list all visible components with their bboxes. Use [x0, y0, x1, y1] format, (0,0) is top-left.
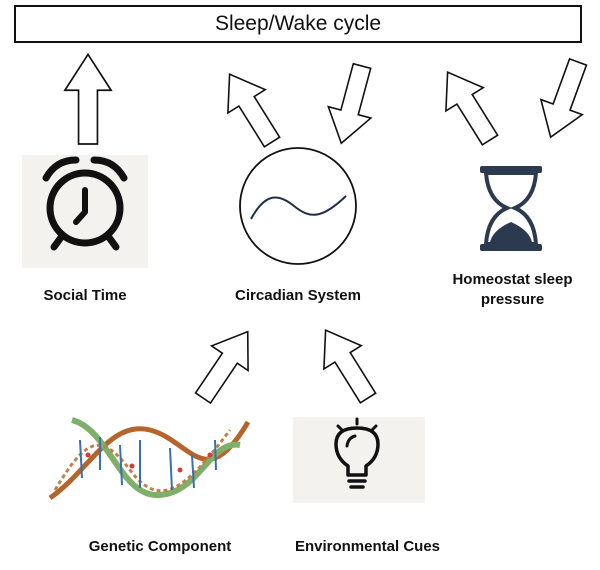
arrow-environmental-to-circadian	[306, 317, 388, 411]
social-time-label: Social Time	[43, 287, 127, 304]
alarm-clock-icon	[22, 155, 148, 268]
arrow-homeostat-to-cycle	[428, 59, 510, 153]
hourglass-icon	[480, 166, 542, 251]
sleep-wake-cycle-box: Sleep/Wake cycle	[14, 5, 582, 43]
arrow-social-to-cycle	[64, 53, 112, 145]
genetic-component-label: Genetic Component	[88, 538, 232, 555]
arrow-circadian-to-cycle	[210, 61, 292, 155]
sine-wave-circle-icon	[239, 147, 357, 265]
lightbulb-icon	[293, 417, 425, 503]
sleep-wake-cycle-title: Sleep/Wake cycle	[214, 12, 382, 35]
arrow-cycle-to-homeostat	[529, 53, 600, 146]
environmental-cues-label: Environmental Cues	[294, 538, 441, 555]
circadian-system-label: Circadian System	[235, 287, 361, 304]
arrow-genetic-to-circadian	[183, 318, 267, 412]
arrow-cycle-to-circadian	[319, 59, 385, 150]
dna-helix-image	[48, 417, 251, 501]
homeostat-label: Homeostat sleep pressure	[452, 271, 573, 308]
